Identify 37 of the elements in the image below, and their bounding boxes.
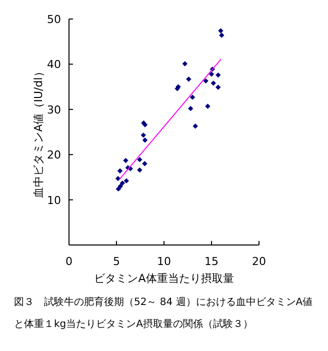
point (192, 124, 198, 129)
point (137, 167, 142, 173)
point (216, 72, 221, 78)
point (123, 158, 128, 164)
point (115, 176, 121, 182)
point (120, 180, 125, 186)
y-tick-label: 10 (47, 194, 61, 207)
x-tick-label: 20 (252, 255, 266, 268)
point (182, 61, 188, 66)
y-axis-title: 血中ビタミンA値（IU/dl） (32, 66, 45, 198)
point (142, 138, 148, 143)
point (142, 161, 148, 166)
point (208, 72, 214, 77)
y-tick-label: 50 (47, 13, 61, 26)
x-tick-label: 0 (66, 255, 72, 268)
point (124, 178, 129, 184)
point (190, 94, 196, 100)
x-tick-label: 10 (157, 255, 171, 268)
point (203, 78, 208, 84)
x-tick-label: 5 (113, 255, 120, 268)
point (140, 132, 146, 138)
y-tick-label: 20 (47, 148, 61, 162)
point (218, 28, 224, 34)
point (117, 168, 123, 174)
point (205, 104, 210, 109)
x-axis-title: ビタミンA体重当たり摂取量 (94, 272, 234, 285)
point (188, 106, 194, 112)
point (186, 76, 192, 82)
x-tick-label: 15 (204, 255, 218, 268)
point (137, 156, 142, 162)
point (116, 186, 121, 192)
point (210, 80, 216, 86)
y-tick-label: 40 (47, 58, 61, 72)
y-tick-label: 30 (47, 103, 61, 116)
caption: 図３ 試験牛の肥育後期（52～ 84 週）における血中ビタミンA値と体重１kg当たりビタミンA摂取量の関係（試験３） (14, 296, 314, 332)
point (219, 32, 224, 38)
point (216, 84, 221, 90)
